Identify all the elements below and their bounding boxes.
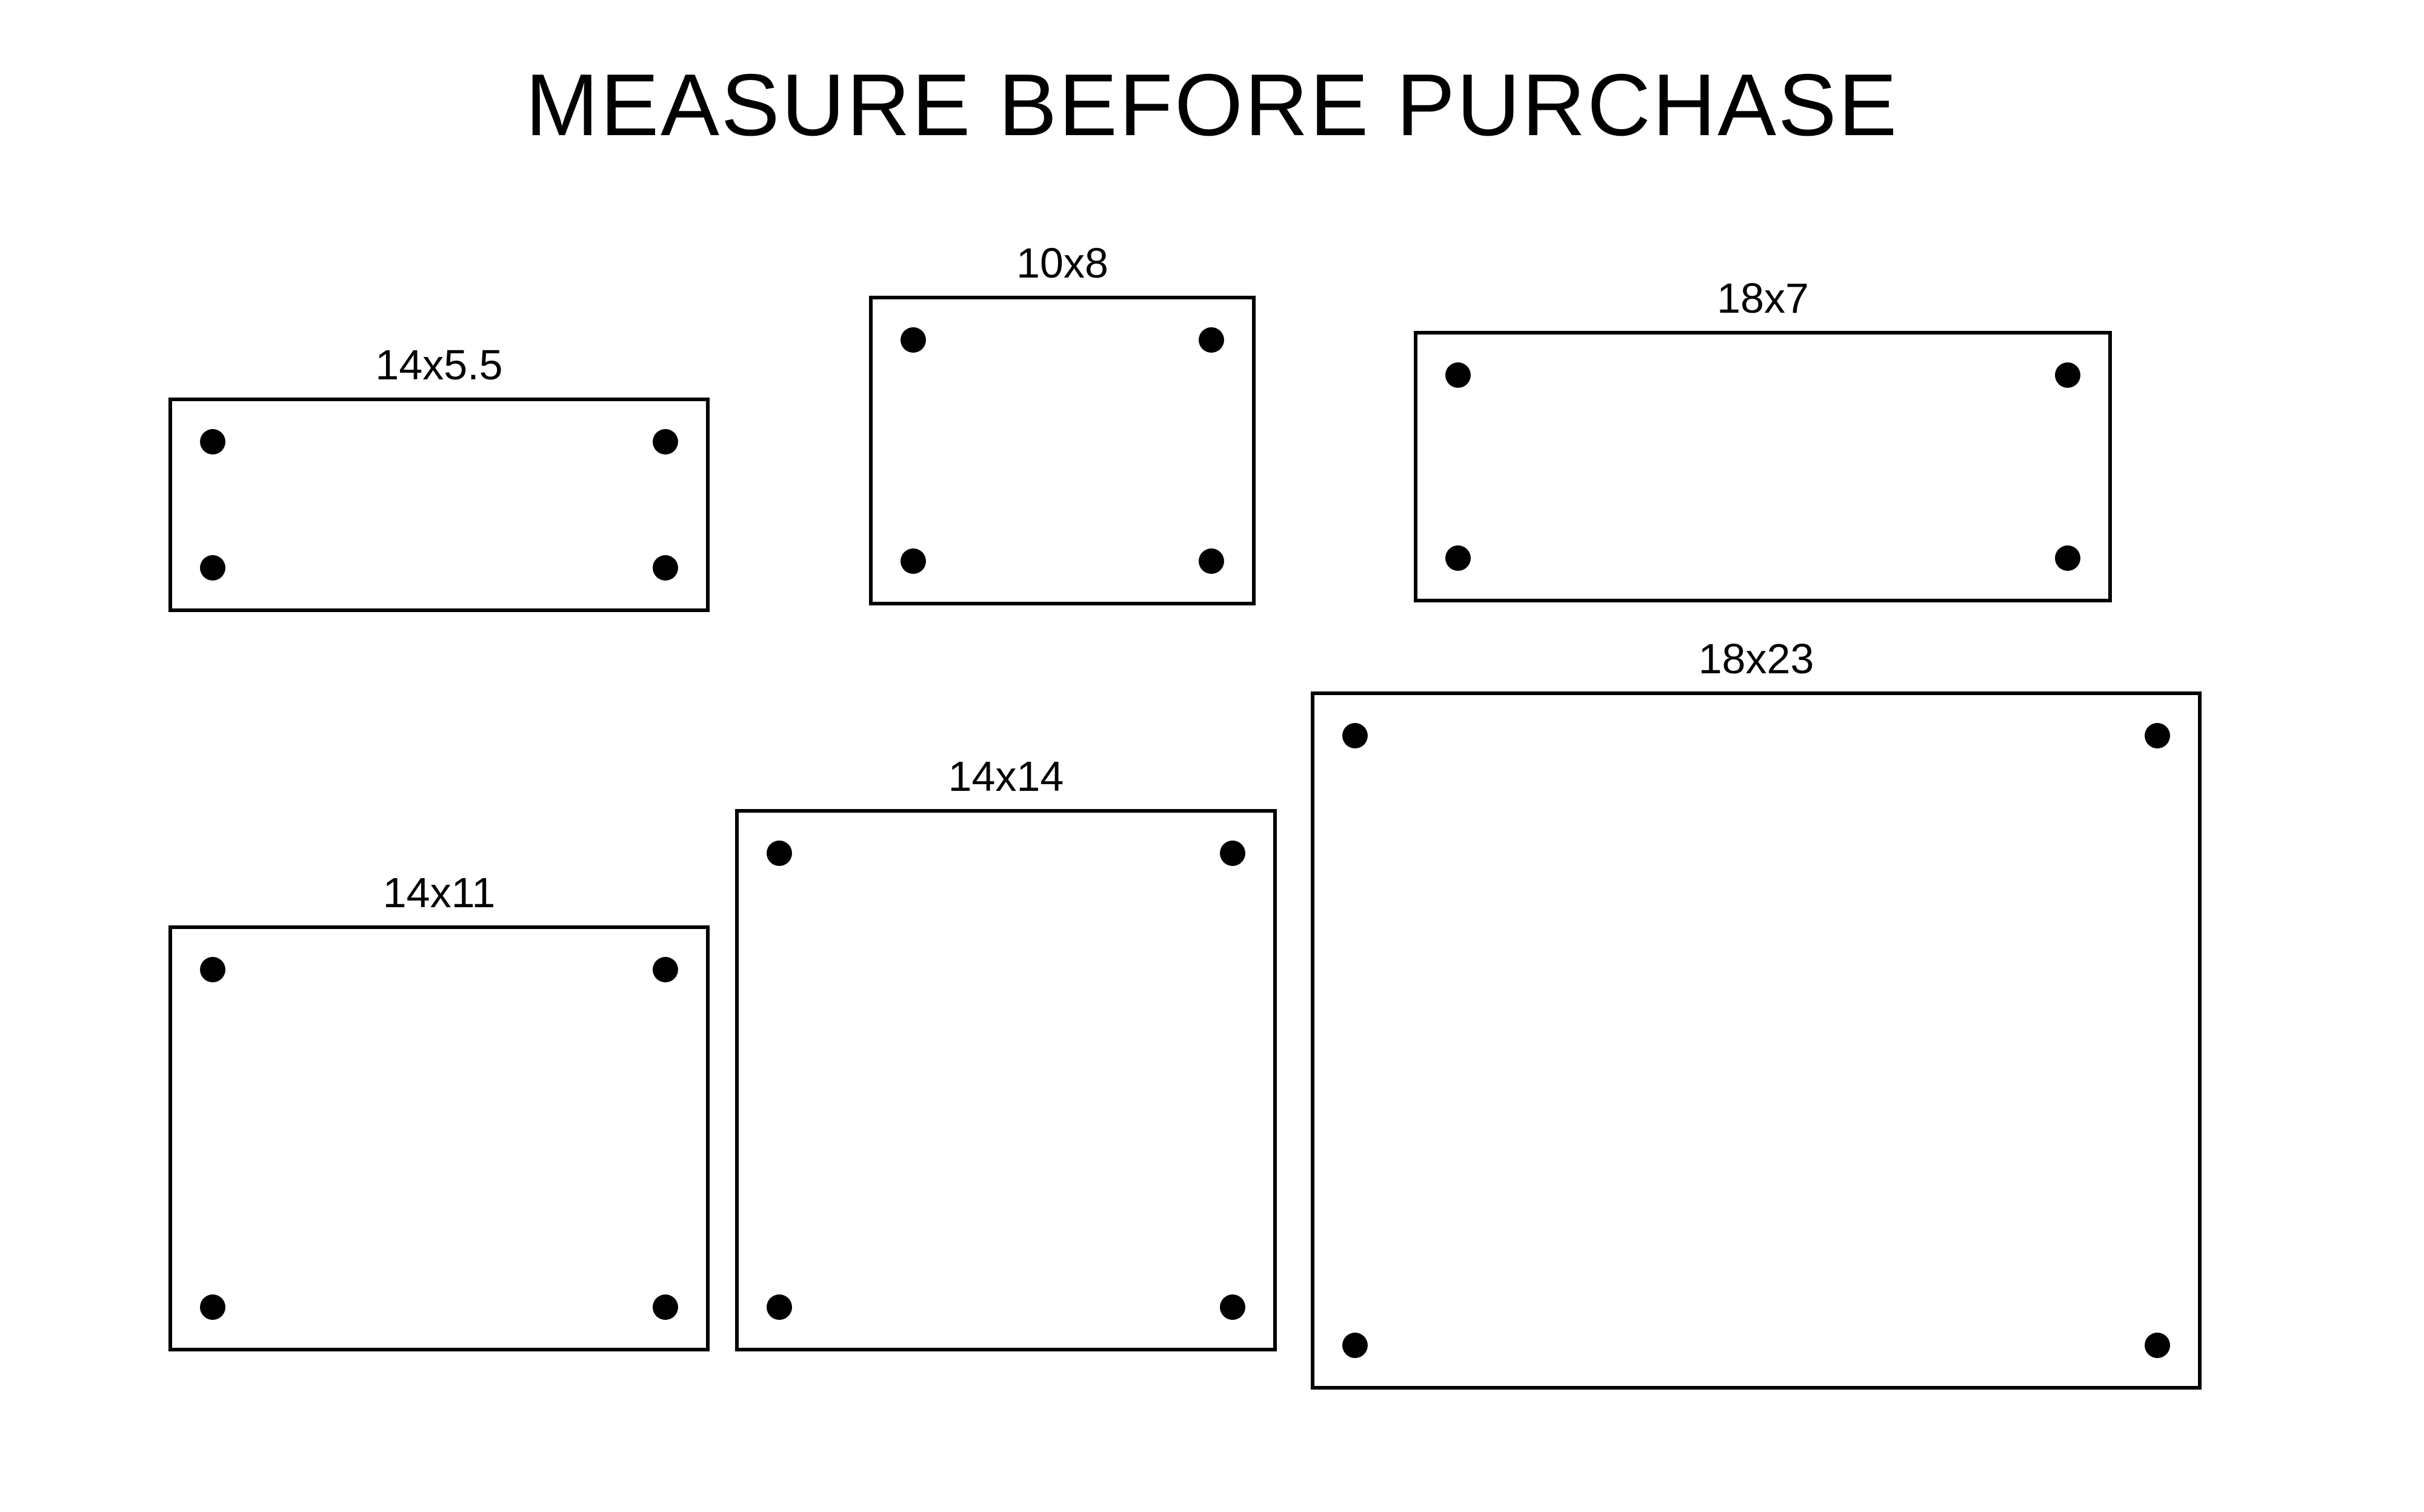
panel-label-14x14: 14x14 <box>735 752 1277 801</box>
panel-label-18x23: 18x23 <box>1311 634 2202 683</box>
mounting-hole-icon <box>1220 1294 1245 1320</box>
panel-14x5_5 <box>168 398 710 612</box>
mounting-hole-icon <box>901 327 926 353</box>
mounting-hole-icon <box>653 429 678 455</box>
mounting-hole-icon <box>1342 723 1368 748</box>
mounting-hole-icon <box>1199 548 1224 574</box>
mounting-hole-icon <box>653 957 678 982</box>
mounting-hole-icon <box>2145 723 2170 748</box>
mounting-hole-icon <box>901 548 926 574</box>
mounting-hole-icon <box>2145 1333 2170 1358</box>
panel-18x23 <box>1311 691 2202 1390</box>
mounting-hole-icon <box>200 555 225 581</box>
mounting-hole-icon <box>1220 841 1245 866</box>
page-title: MEASURE BEFORE PURCHASE <box>0 55 2424 156</box>
mounting-hole-icon <box>1342 1333 1368 1358</box>
mounting-hole-icon <box>200 957 225 982</box>
mounting-hole-icon <box>200 429 225 455</box>
panel-14x14 <box>735 809 1277 1351</box>
mounting-hole-icon <box>1199 327 1224 353</box>
panel-label-14x11: 14x11 <box>168 868 710 917</box>
panel-18x7 <box>1414 331 2112 602</box>
mounting-hole-icon <box>2055 362 2080 388</box>
mounting-hole-icon <box>767 841 792 866</box>
panel-10x8 <box>869 296 1256 605</box>
mounting-hole-icon <box>1445 545 1471 571</box>
panel-label-14x5_5: 14x5.5 <box>168 341 710 389</box>
panel-14x11 <box>168 925 710 1351</box>
mounting-hole-icon <box>1445 362 1471 388</box>
panel-label-18x7: 18x7 <box>1414 274 2112 322</box>
mounting-hole-icon <box>767 1294 792 1320</box>
panel-label-10x8: 10x8 <box>869 239 1256 287</box>
mounting-hole-icon <box>653 555 678 581</box>
mounting-hole-icon <box>2055 545 2080 571</box>
mounting-hole-icon <box>200 1294 225 1320</box>
mounting-hole-icon <box>653 1294 678 1320</box>
